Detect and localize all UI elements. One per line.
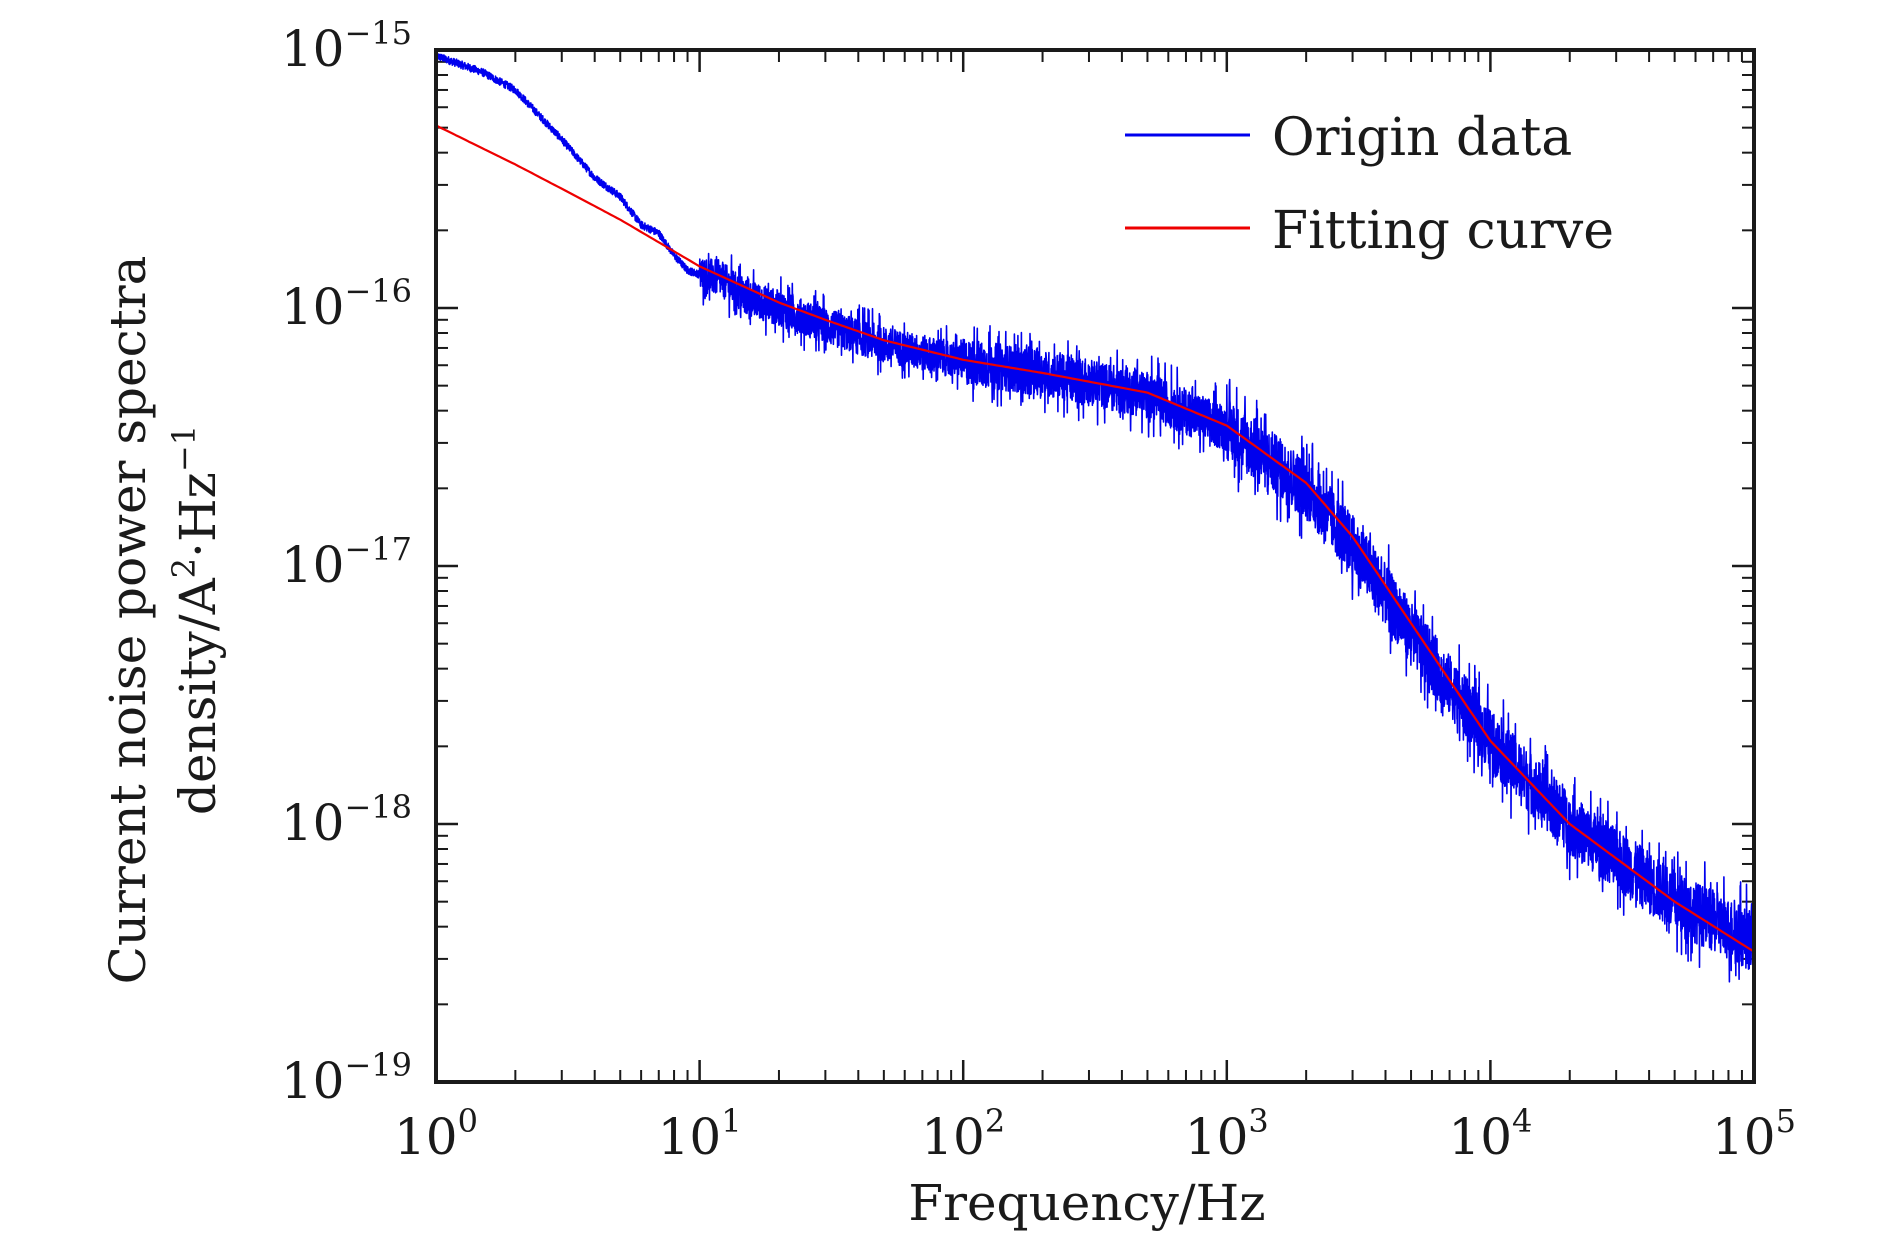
y-tick-base: 10 bbox=[281, 20, 345, 78]
y-tick-label: 10−15 bbox=[281, 14, 412, 78]
y-axis-label-sup1: 2 bbox=[165, 558, 203, 578]
x-tick-exp: 0 bbox=[458, 1102, 478, 1140]
y-axis-label-line2: density/A2·Hz−1 bbox=[165, 425, 227, 815]
x-tick-base: 10 bbox=[394, 1108, 458, 1166]
y-tick-exp: −15 bbox=[344, 14, 412, 52]
legend-label-origin: Origin data bbox=[1272, 108, 1572, 168]
y-axis-label-line1: Current noise power spectra bbox=[99, 256, 157, 985]
y-tick-label: 10−18 bbox=[281, 788, 412, 852]
y-tick-base: 10 bbox=[281, 278, 345, 336]
series-line-origin-data bbox=[435, 51, 1755, 983]
y-tick-label: 10−19 bbox=[281, 1046, 412, 1110]
x-tick-base: 10 bbox=[1712, 1108, 1776, 1166]
x-tick-base: 10 bbox=[658, 1108, 722, 1166]
x-tick-exp: 3 bbox=[1248, 1102, 1268, 1140]
y-tick-base: 10 bbox=[281, 1052, 345, 1110]
series-layer bbox=[435, 51, 1755, 983]
y-tick-label: 10−16 bbox=[281, 272, 412, 336]
y-axis-label-sup2: −1 bbox=[165, 425, 203, 472]
x-tick-base: 10 bbox=[1185, 1108, 1249, 1166]
series-line-fitting-curve bbox=[435, 124, 1755, 953]
x-tick-label: 103 bbox=[1185, 1102, 1269, 1166]
plot-frame bbox=[434, 48, 1756, 1084]
x-tick-label: 101 bbox=[658, 1102, 742, 1166]
x-tick-labels: 100 101 102 103 104 105 bbox=[394, 1102, 1796, 1166]
x-tick-exp: 5 bbox=[1776, 1102, 1796, 1140]
y-axis-label-mid: ·Hz bbox=[169, 472, 227, 558]
y-tick-base: 10 bbox=[281, 536, 345, 594]
x-tick-label: 105 bbox=[1712, 1102, 1796, 1166]
y-axis-label-base: density/A bbox=[169, 577, 227, 815]
y-tick-label: 10−17 bbox=[281, 530, 412, 594]
y-tick-exp: −18 bbox=[344, 788, 412, 826]
x-tick-exp: 2 bbox=[985, 1102, 1005, 1140]
y-tick-exp: −19 bbox=[344, 1046, 412, 1084]
legend-label-fit: Fitting curve bbox=[1272, 201, 1614, 261]
legend: Origin data Fitting curve bbox=[1125, 108, 1614, 261]
y-tick-exp: −17 bbox=[344, 530, 412, 568]
y-tick-base: 10 bbox=[281, 794, 345, 852]
x-axis-label: Frequency/Hz bbox=[908, 1174, 1265, 1232]
x-tick-label: 100 bbox=[394, 1102, 478, 1166]
x-tick-label: 104 bbox=[1448, 1102, 1532, 1166]
x-tick-label: 102 bbox=[921, 1102, 1005, 1166]
x-tick-base: 10 bbox=[1448, 1108, 1512, 1166]
x-tick-exp: 4 bbox=[1512, 1102, 1532, 1140]
y-tick-exp: −16 bbox=[344, 272, 412, 310]
x-tick-exp: 1 bbox=[721, 1102, 741, 1140]
x-tick-base: 10 bbox=[921, 1108, 985, 1166]
